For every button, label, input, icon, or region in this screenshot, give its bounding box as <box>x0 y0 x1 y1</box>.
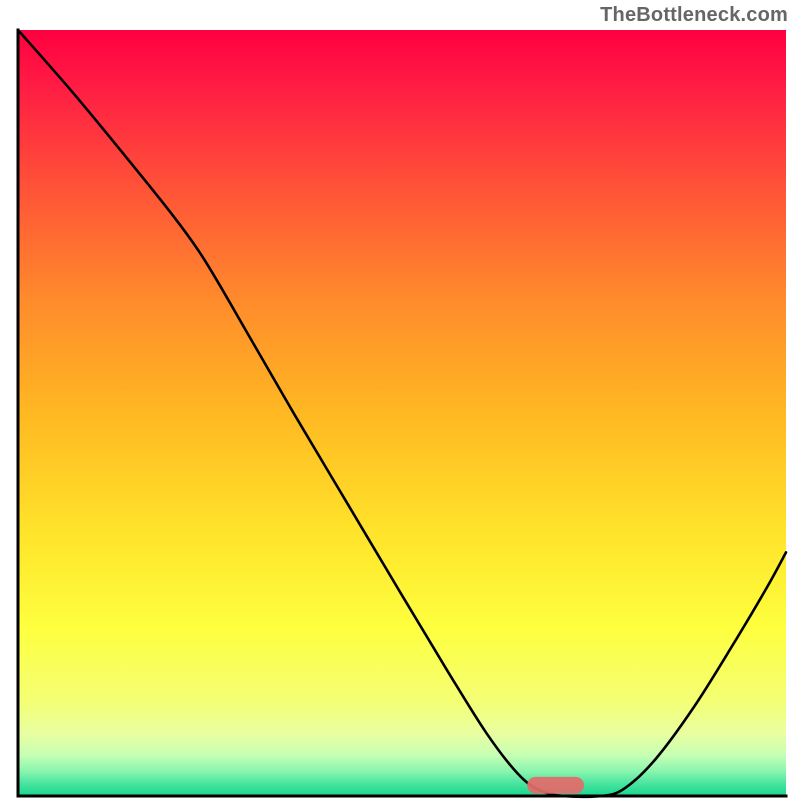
optimal-marker <box>527 777 584 794</box>
chart-container: { "watermark": { "text": "TheBottleneck.… <box>0 0 800 800</box>
watermark: TheBottleneck.com <box>600 4 788 27</box>
plot-svg <box>0 0 800 800</box>
gradient-background <box>18 30 786 796</box>
